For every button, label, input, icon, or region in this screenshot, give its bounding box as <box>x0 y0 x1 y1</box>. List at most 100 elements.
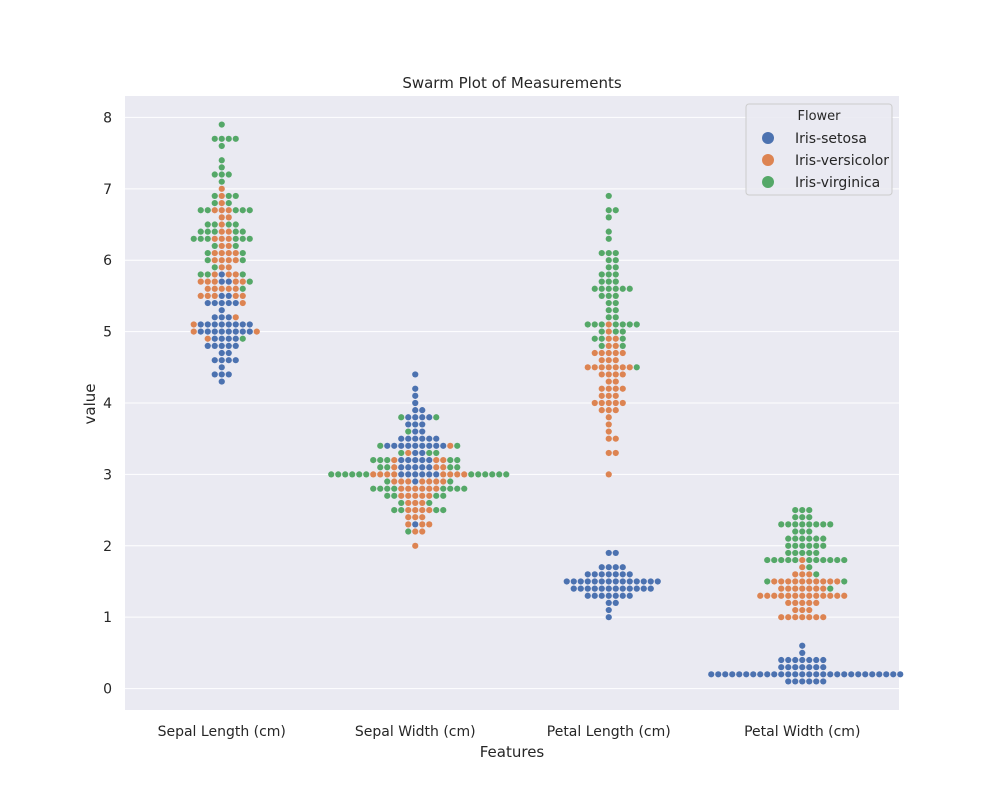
swarm-point <box>799 542 806 549</box>
swarm-point <box>218 314 225 321</box>
legend-label: Iris-setosa <box>795 131 867 147</box>
swarm-point <box>806 578 813 585</box>
swarm-point <box>496 471 503 478</box>
swarm-point <box>419 492 426 499</box>
swarm-point <box>405 457 412 464</box>
swarm-point <box>412 478 419 485</box>
swarm-point <box>204 299 211 307</box>
swarm-point <box>813 585 820 592</box>
swarm-point <box>626 285 633 292</box>
swarm-point <box>204 235 211 242</box>
swarm-point <box>225 135 232 142</box>
y-tick-labels: 0 1 2 3 4 5 6 7 8 <box>103 110 112 697</box>
swarm-point <box>211 257 218 264</box>
swarm-point <box>426 442 433 449</box>
swarm-point <box>792 528 799 535</box>
swarm-point <box>363 471 370 478</box>
swarm-point <box>246 328 253 335</box>
swarm-point <box>405 499 412 507</box>
swarm-point <box>239 278 246 285</box>
swarm-point <box>834 671 841 678</box>
swarm-point <box>384 442 391 449</box>
swarm-point <box>412 407 419 414</box>
swarm-point <box>211 335 218 342</box>
swarm-point <box>197 228 204 235</box>
swarm-point <box>799 614 806 621</box>
swarm-point <box>799 585 806 592</box>
swarm-point <box>405 442 412 449</box>
swarm-point <box>412 414 419 421</box>
swarm-point <box>612 321 619 328</box>
swarm-point <box>806 514 813 521</box>
swarm-point <box>715 671 722 678</box>
data-points <box>190 121 904 685</box>
swarm-point <box>633 321 640 328</box>
swarm-point <box>218 292 225 300</box>
swarm-point <box>426 521 433 528</box>
swarm-point <box>799 649 806 656</box>
swarm-point <box>218 342 225 349</box>
swarm-point <box>806 585 813 592</box>
swarm-point <box>412 435 419 442</box>
swarm-point <box>736 671 743 678</box>
legend-title: Flower <box>797 109 841 124</box>
swarm-point <box>785 578 792 585</box>
swarm-point <box>218 328 225 335</box>
swarm-point <box>799 678 806 685</box>
swarm-point <box>605 578 612 585</box>
swarm-point <box>239 235 246 242</box>
swarm-point <box>218 135 225 142</box>
x-tick-label: Sepal Length (cm) <box>158 724 286 740</box>
swarm-point <box>806 599 813 607</box>
swarm-point <box>426 499 433 507</box>
swarm-point <box>232 228 239 235</box>
swarm-point <box>792 535 799 542</box>
swarm-point <box>204 292 211 300</box>
swarm-point <box>605 371 612 378</box>
swarm-point <box>799 671 806 678</box>
swarm-point <box>612 407 619 414</box>
swarm-point <box>384 457 391 464</box>
swarm-point <box>771 671 778 678</box>
swarm-point <box>605 564 612 571</box>
swarm-point <box>419 407 426 414</box>
swarm-point <box>204 278 211 285</box>
swarm-point <box>820 585 827 592</box>
swarm-point <box>598 407 605 414</box>
swarm-point <box>778 671 785 678</box>
swarm-point <box>605 335 612 342</box>
swarm-point <box>433 414 440 421</box>
swarm-point <box>225 335 232 342</box>
swarm-point <box>598 399 605 407</box>
swarm-point <box>489 471 496 478</box>
swarm-point <box>785 671 792 678</box>
swarm-point <box>218 271 225 278</box>
swarm-point <box>482 471 489 478</box>
swarm-point <box>785 521 792 528</box>
swarm-point <box>806 556 813 564</box>
swarm-point <box>461 485 468 492</box>
swarm-point <box>398 464 405 471</box>
swarm-point <box>598 585 605 592</box>
swarm-point <box>419 442 426 449</box>
swarm-point <box>584 571 591 578</box>
swarm-point <box>598 292 605 300</box>
swarm-point <box>799 506 806 514</box>
swarm-point <box>778 521 785 528</box>
swarm-point <box>820 535 827 542</box>
swarm-point <box>598 392 605 399</box>
swarm-point <box>204 285 211 292</box>
swarm-point <box>211 371 218 378</box>
swarm-point <box>433 471 440 478</box>
swarm-point <box>412 542 419 549</box>
swarm-point <box>591 285 598 292</box>
swarm-point <box>218 221 225 228</box>
swarm-point <box>799 549 806 557</box>
swarm-point <box>225 314 232 321</box>
swarm-point <box>806 592 813 599</box>
swarm-point <box>398 478 405 485</box>
swarm-point <box>405 478 412 485</box>
swarm-point <box>211 199 218 207</box>
swarm-point <box>626 571 633 578</box>
